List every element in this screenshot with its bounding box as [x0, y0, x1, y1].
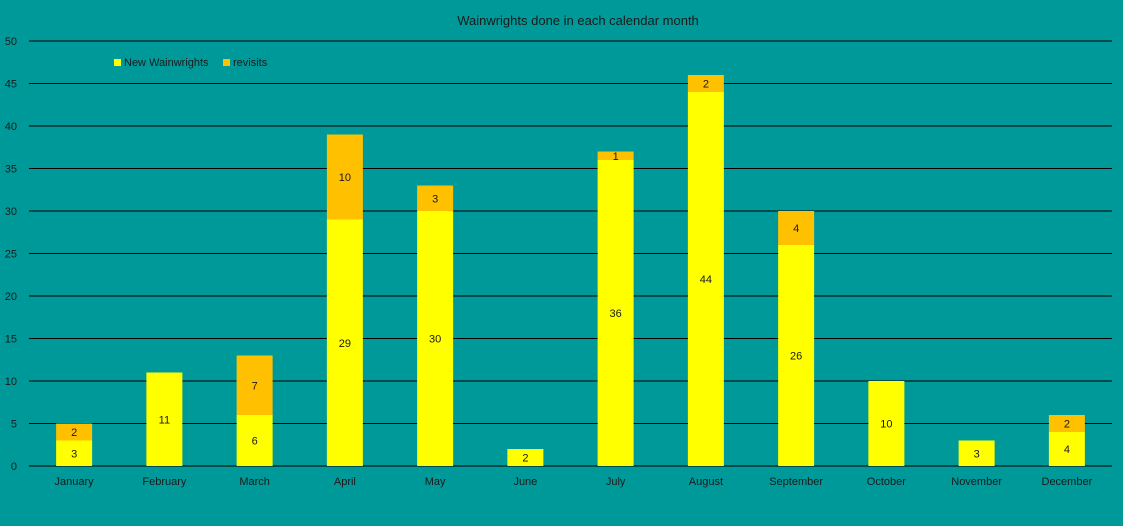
y-tick-label: 35 — [5, 164, 17, 176]
bar-new-february — [146, 372, 183, 466]
data-label: 36 — [610, 308, 622, 320]
x-tick-label: April — [334, 476, 356, 488]
bar-new-july — [597, 160, 634, 466]
bar-new-may — [417, 211, 454, 466]
bar-revisits-march — [236, 355, 273, 415]
data-label: 2 — [703, 79, 709, 91]
bar-new-january — [56, 440, 93, 466]
y-tick-label: 5 — [11, 419, 17, 431]
bar-new-august — [687, 92, 724, 466]
data-label: 6 — [252, 436, 258, 448]
legend-swatch-revisits — [223, 59, 230, 66]
x-tick-label: September — [769, 476, 823, 488]
bar-new-march — [236, 415, 273, 466]
data-label: 44 — [700, 274, 712, 286]
data-label: 2 — [522, 453, 528, 465]
bar-new-april — [326, 219, 363, 466]
legend-swatch-new — [114, 59, 121, 66]
bar-revisits-august — [687, 75, 724, 92]
data-label: 2 — [71, 427, 77, 439]
grid — [29, 40, 1112, 467]
bar-revisits-september — [778, 211, 815, 245]
y-tick-label: 10 — [5, 376, 17, 388]
x-tick-label: March — [239, 476, 270, 488]
x-tick-label: August — [689, 476, 723, 488]
data-label: 1 — [613, 151, 619, 163]
data-label: 4 — [793, 223, 799, 235]
y-tick-label: 25 — [5, 249, 17, 261]
legend-label-revisits: revisits — [233, 57, 268, 69]
x-tick-label: October — [867, 476, 906, 488]
data-label: 3 — [432, 193, 438, 205]
x-tick-label: January — [55, 476, 95, 488]
y-tick-label: 30 — [5, 206, 17, 218]
y-tick-label: 0 — [11, 461, 17, 473]
data-label: 10 — [880, 419, 892, 431]
bar-new-september — [778, 245, 815, 466]
data-label: 30 — [429, 334, 441, 346]
data-label: 7 — [252, 380, 258, 392]
bar-new-december — [1048, 432, 1085, 466]
y-axis: 0 5 10 15 20 25 30 35 40 45 50 — [5, 36, 17, 473]
data-label: 29 — [339, 338, 351, 350]
bar-new-june — [507, 449, 544, 466]
x-tick-label: November — [951, 476, 1002, 488]
x-tick-label: June — [513, 476, 537, 488]
data-label: 3 — [71, 448, 77, 460]
x-tick-label: July — [606, 476, 626, 488]
bar-new-november — [958, 440, 995, 466]
bar-revisits-april — [326, 134, 363, 220]
x-tick-label: February — [142, 476, 187, 488]
x-axis: January February March April May June July Augu… — [55, 476, 1093, 488]
bar-revisits-january — [56, 423, 93, 441]
data-label: 3 — [974, 448, 980, 460]
y-tick-label: 15 — [5, 334, 17, 346]
bars: 3 2 11 6 7 29 10 30 3 2 36 1 44 2 26 4 10 3 4 2 — [56, 75, 1085, 466]
legend: New Wainwrights revisits — [114, 57, 268, 69]
x-tick-label: May — [425, 476, 446, 488]
data-label: 10 — [339, 172, 351, 184]
data-label: 4 — [1064, 444, 1070, 456]
y-tick-label: 20 — [5, 291, 17, 303]
bar-new-october — [868, 381, 905, 466]
data-label: 11 — [159, 414, 170, 426]
y-tick-label: 45 — [5, 79, 17, 91]
y-tick-label: 50 — [5, 36, 17, 48]
legend-label-new: New Wainwrights — [124, 57, 209, 69]
data-label: 2 — [1064, 419, 1070, 431]
chart-title: Wainwrights done in each calendar month — [457, 13, 699, 28]
bar-revisits-july — [597, 151, 634, 160]
data-label: 26 — [790, 351, 802, 363]
x-tick-label: December — [1042, 476, 1093, 488]
bar-revisits-december — [1048, 415, 1085, 432]
y-tick-label: 40 — [5, 121, 17, 133]
bar-revisits-may — [417, 185, 454, 211]
